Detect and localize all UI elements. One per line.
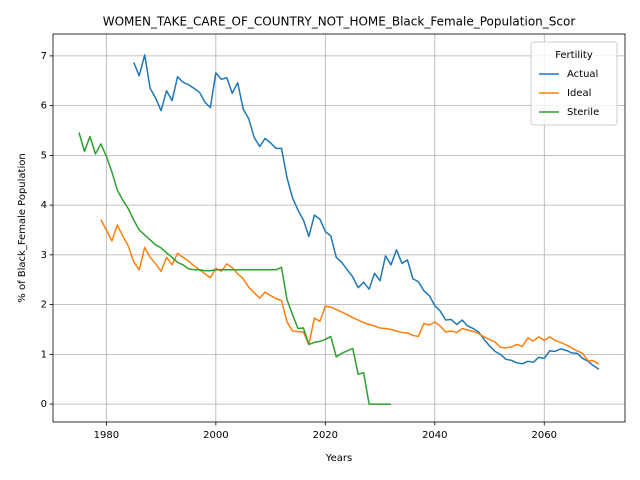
line-series bbox=[133, 54, 600, 370]
y-tick-label: 7 bbox=[41, 51, 47, 62]
y-tick-label: 4 bbox=[41, 200, 47, 211]
line-series bbox=[100, 219, 600, 365]
y-tick-label: 3 bbox=[41, 250, 47, 261]
y-tick-label: 5 bbox=[41, 150, 47, 161]
legend-title: Fertility bbox=[555, 50, 593, 61]
y-tick-label: 2 bbox=[41, 300, 47, 311]
legend-label: Ideal bbox=[567, 88, 591, 99]
chart-title: WOMEN_TAKE_CARE_OF_COUNTRY_NOT_HOME_Blac… bbox=[103, 15, 576, 29]
y-tick-label: 6 bbox=[41, 101, 47, 112]
legend-label: Actual bbox=[567, 69, 598, 80]
y-axis-label: % of Black_Female Population bbox=[17, 153, 28, 302]
x-axis-label: Years bbox=[325, 453, 352, 464]
x-tick-label: 1980 bbox=[94, 430, 119, 441]
plot-frame bbox=[52, 33, 626, 423]
line-series bbox=[78, 132, 391, 405]
legend-label: Sterile bbox=[567, 107, 599, 118]
y-tick-label: 0 bbox=[41, 399, 47, 410]
x-tick-label: 2040 bbox=[422, 430, 447, 441]
x-tick-label: 2020 bbox=[313, 430, 338, 441]
x-tick-label: 2000 bbox=[203, 430, 228, 441]
legend-box bbox=[530, 41, 618, 126]
y-tick-label: 1 bbox=[41, 349, 47, 360]
x-tick-label: 2060 bbox=[532, 430, 557, 441]
